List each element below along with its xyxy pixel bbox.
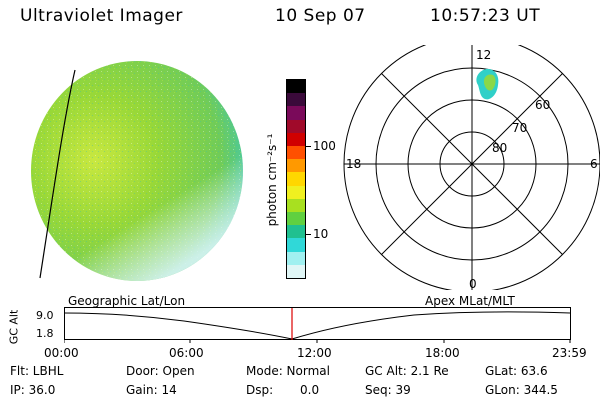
time-label-06: 06:00 bbox=[169, 346, 204, 360]
glat-info: GLat: 63.6 bbox=[485, 364, 548, 378]
dsp-label: Dsp: bbox=[246, 383, 274, 397]
gain-info: Gain: 14 bbox=[126, 383, 177, 397]
door-info: Door: Open bbox=[126, 364, 195, 378]
aurora-patch-core bbox=[483, 74, 496, 91]
instrument-title: Ultraviolet Imager bbox=[20, 6, 183, 26]
mlt-label-left: 18 bbox=[346, 157, 361, 171]
colorbar-segment bbox=[287, 238, 305, 252]
observation-time: 10:57:23 UT bbox=[430, 6, 541, 26]
colorbar-segment bbox=[287, 264, 305, 279]
colorbar-label-10: 10 bbox=[313, 227, 329, 241]
timeline-plot bbox=[64, 307, 571, 343]
colorbar-tick-100 bbox=[305, 146, 311, 147]
geo-label: Geographic Lat/Lon bbox=[68, 294, 186, 308]
time-label-2359: 23:59 bbox=[552, 346, 587, 360]
colorbar bbox=[286, 79, 306, 279]
colorbar-segment bbox=[287, 106, 305, 120]
earth-image bbox=[31, 61, 243, 281]
polar-diagonal-b bbox=[381, 73, 563, 255]
colorbar-segment bbox=[287, 198, 305, 213]
apex-label: Apex MLat/MLT bbox=[425, 294, 515, 308]
observation-date: 10 Sep 07 bbox=[275, 6, 366, 26]
time-label-00: 00:00 bbox=[44, 346, 79, 360]
mlt-label-bottom: 0 bbox=[469, 277, 477, 290]
gc-alt-curve bbox=[64, 311, 571, 340]
colorbar-segment bbox=[287, 251, 305, 265]
colorbar-unit-label: photon cm⁻²s⁻¹ bbox=[265, 133, 279, 227]
lat-label-60: 60 bbox=[535, 98, 550, 112]
ip-info: IP: 36.0 bbox=[10, 383, 56, 397]
gc-alt-axis-title: GC Alt bbox=[7, 309, 21, 345]
colorbar-label-100: 100 bbox=[313, 139, 336, 153]
colorbar-segment bbox=[287, 146, 305, 160]
colorbar-tick-10 bbox=[305, 234, 311, 235]
time-label-12: 12:00 bbox=[297, 346, 332, 360]
colorbar-segment bbox=[287, 132, 305, 147]
timeline-frame bbox=[64, 307, 571, 340]
mlt-label-top: 12 bbox=[476, 48, 491, 62]
colorbar-segment bbox=[287, 93, 305, 107]
colorbar-segment bbox=[287, 119, 305, 133]
colorbar-segment bbox=[287, 159, 305, 173]
filter-info: Flt: LBHL bbox=[10, 364, 64, 378]
colorbar-segment bbox=[287, 172, 305, 186]
gc-alt-min: 1.8 bbox=[36, 327, 54, 340]
colorbar-segment bbox=[287, 212, 305, 226]
colorbar-segment bbox=[287, 185, 305, 199]
colorbar-segment bbox=[287, 225, 305, 239]
gc-alt-info: GC Alt: 2.1 Re bbox=[365, 364, 449, 378]
mode-info: Mode: Normal bbox=[246, 364, 330, 378]
seq-info: Seq: 39 bbox=[365, 383, 411, 397]
polar-plot: 12 18 6 0 80 70 60 bbox=[343, 45, 600, 290]
time-label-18: 18:00 bbox=[425, 346, 460, 360]
lat-label-80: 80 bbox=[492, 141, 507, 155]
dsp-value: 0.0 bbox=[300, 383, 320, 397]
mlt-label-right: 6 bbox=[590, 157, 598, 171]
terminator-line bbox=[39, 69, 76, 279]
lat-label-70: 70 bbox=[512, 121, 527, 135]
gc-alt-max: 9.0 bbox=[36, 309, 54, 322]
earth-disk-fade bbox=[31, 61, 243, 281]
glon-info: GLon: 344.5 bbox=[485, 383, 558, 397]
colorbar-segment bbox=[287, 80, 305, 94]
